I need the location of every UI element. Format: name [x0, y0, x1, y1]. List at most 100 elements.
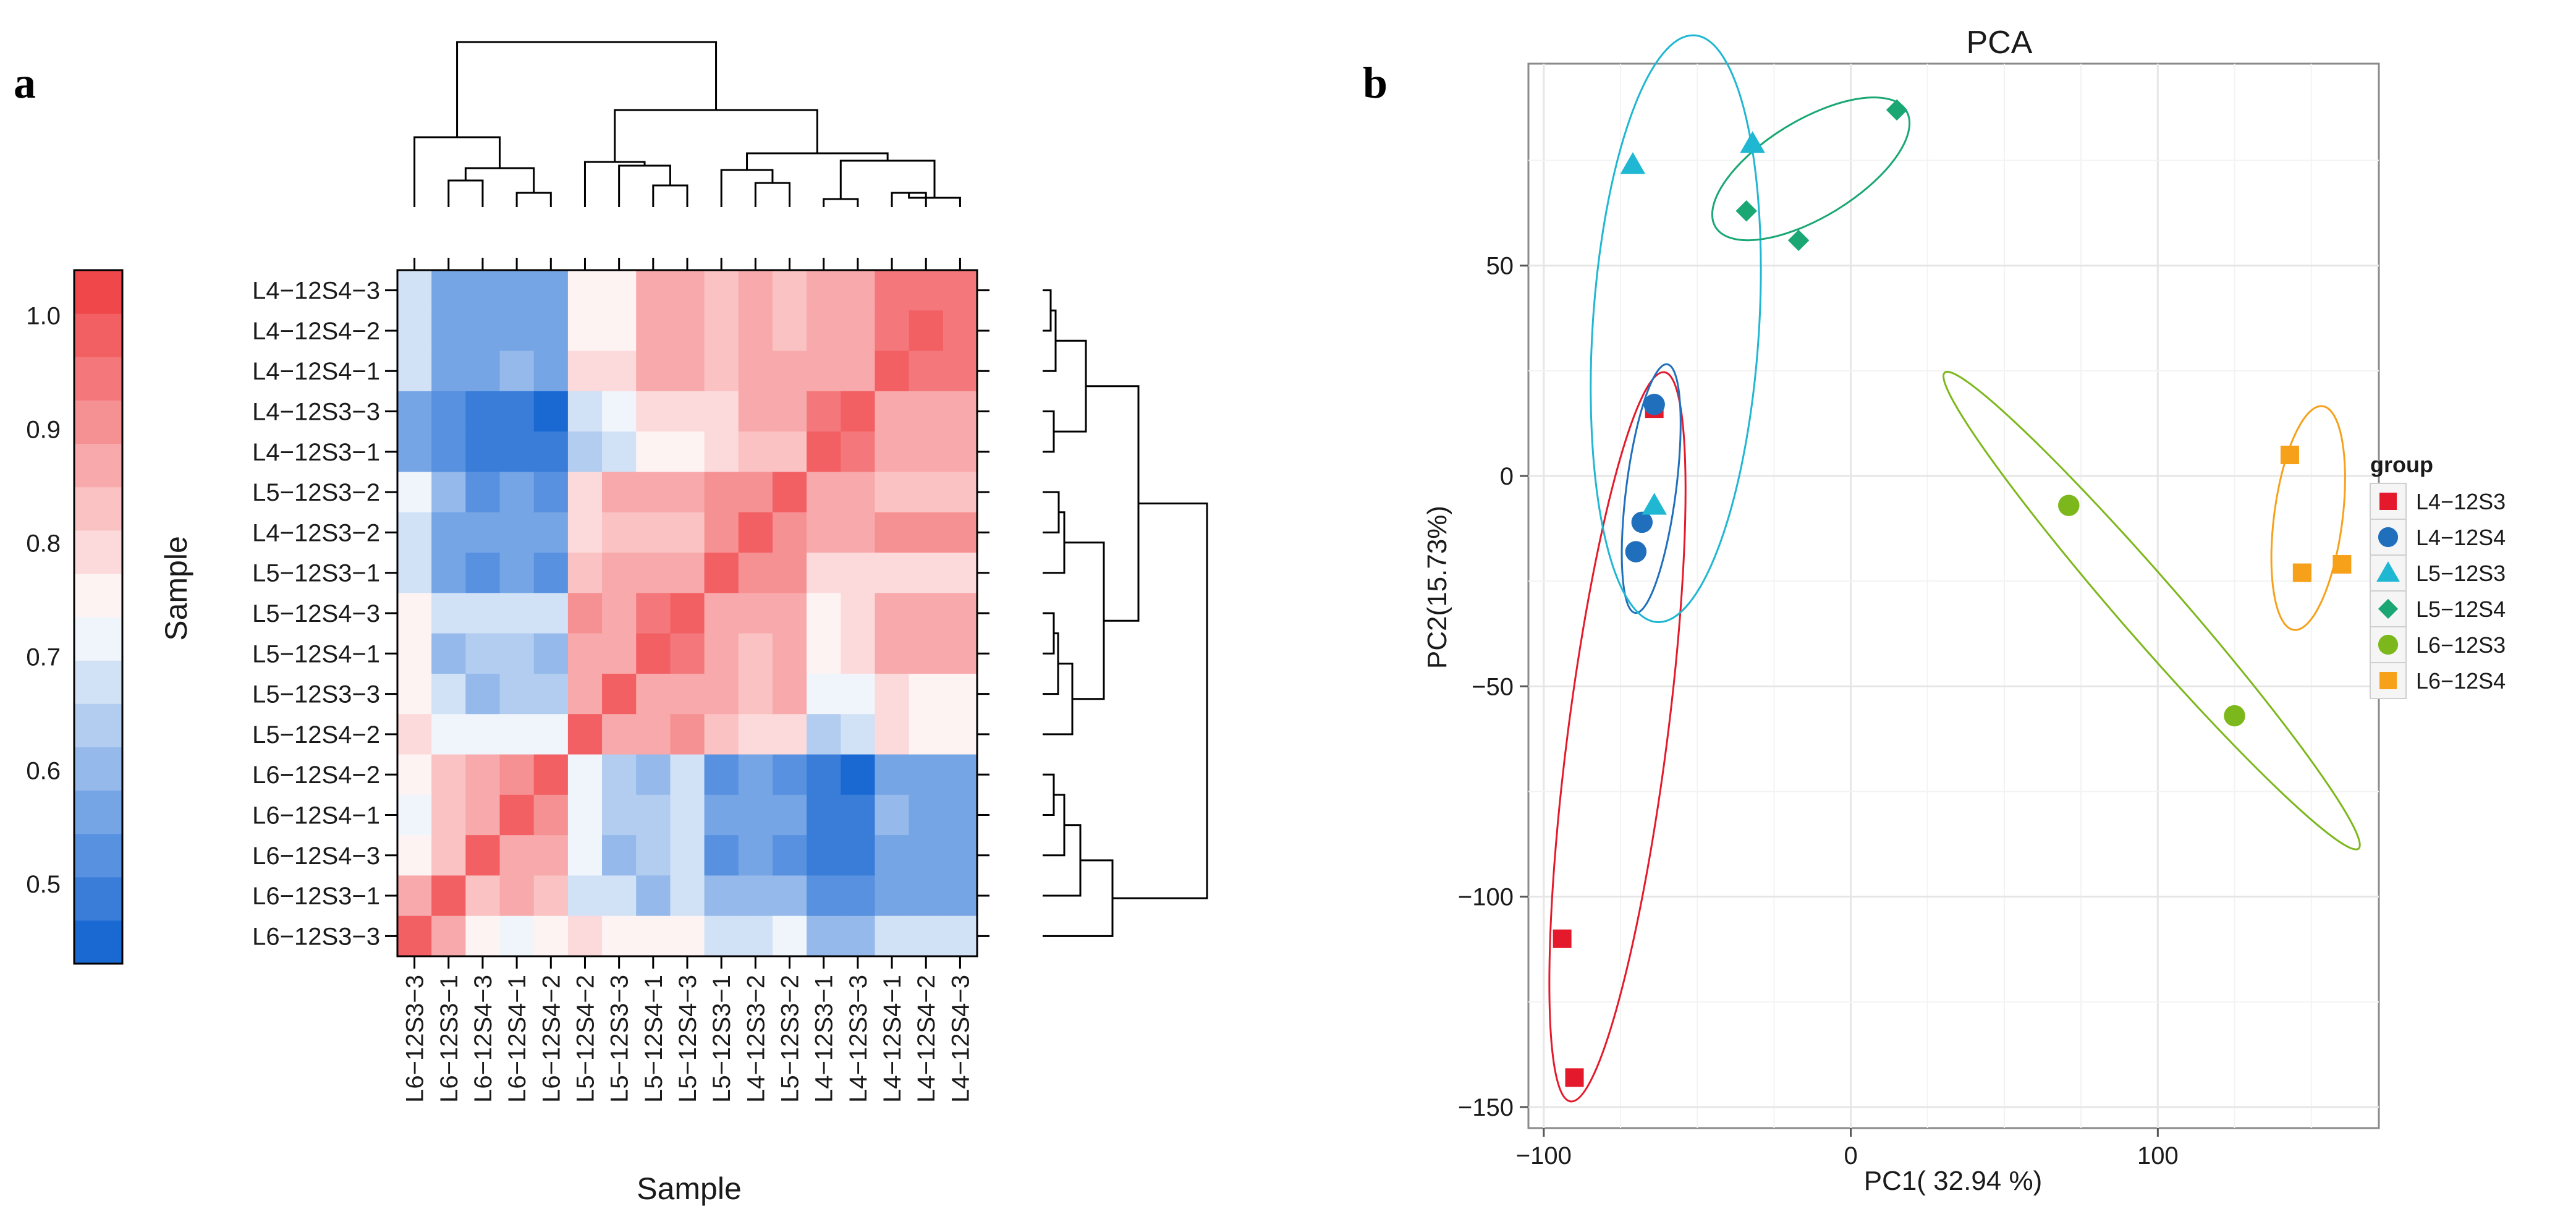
heatmap-cell: [704, 714, 739, 755]
row-dendrogram: [1043, 289, 1208, 937]
heatmap-cell: [807, 431, 841, 473]
heatmap-cell: [397, 794, 432, 836]
heatmap-cell: [567, 754, 603, 796]
heatmap-cell: [909, 512, 944, 553]
heatmap-cell: [875, 754, 910, 796]
heatmap-cell: [841, 673, 876, 715]
pca-x-tick-label: 100: [2137, 1142, 2179, 1169]
heatmap-cell: [909, 915, 944, 957]
heatmap-cell: [499, 553, 535, 593]
heatmap-cell: [397, 875, 432, 917]
heatmap-cell: [499, 431, 535, 473]
heatmap-cell: [909, 270, 944, 311]
heatmap-cell: [431, 633, 466, 674]
heatmap-cell: [875, 673, 910, 715]
heatmap-cell: [807, 875, 841, 917]
heatmap-cell: [567, 512, 603, 553]
colorbar-frame: [73, 269, 124, 965]
legend-marker: [2378, 527, 2399, 548]
dendrogram-link: [1043, 612, 1055, 655]
heatmap-cell: [499, 310, 535, 352]
heatmap-cell: [738, 915, 773, 957]
heatmap-cell: [533, 310, 569, 352]
heatmap-cell: [499, 512, 535, 553]
heatmap-cell: [909, 310, 944, 352]
heatmap-cell: [465, 673, 501, 715]
heatmap-cell: [465, 794, 501, 836]
heatmap-cell: [670, 431, 705, 473]
heatmap-cell: [943, 270, 978, 311]
heatmap-cell: [875, 431, 910, 473]
heatmap-cell: [943, 512, 978, 553]
colorbar: 1.0 0.9 0.8 0.7 0.6 0.5: [26, 269, 124, 965]
heatmap-cell: [875, 391, 910, 432]
legend-label: L5−12S4: [2416, 596, 2506, 622]
heatmap-cell: [636, 714, 671, 755]
heatmap-cell: [670, 754, 705, 796]
heatmap-cell: [772, 915, 807, 957]
heatmap-cell: [465, 431, 501, 473]
heatmap-cell: [704, 633, 739, 674]
heatmap-cell: [533, 835, 569, 877]
dendrogram-link: [1043, 410, 1055, 453]
panel-label-a: a: [14, 58, 36, 108]
dendrogram-link: [1054, 339, 1087, 433]
heatmap-cell: [636, 673, 671, 715]
heatmap-col-label: L6−12S4−2: [538, 975, 565, 1103]
pca-point: [1620, 152, 1646, 174]
legend-marker: [2379, 493, 2397, 510]
heatmap-cell: [704, 553, 739, 593]
heatmap-col-label: L5−12S3−3: [606, 975, 633, 1103]
heatmap-cell: [431, 875, 466, 917]
pca-ellipse: [1621, 363, 1682, 614]
heatmap-cell: [465, 835, 501, 877]
heatmap-cell: [397, 270, 432, 311]
heatmap-cell: [841, 915, 876, 957]
dendrogram-link: [447, 179, 484, 207]
heatmap-cell: [397, 512, 432, 553]
heatmap-cell: [670, 310, 705, 352]
heatmap-cell: [533, 633, 569, 674]
heatmap-cell: [567, 310, 603, 352]
heatmap-cell: [533, 350, 569, 392]
pca-point: [1553, 929, 1572, 948]
heatmap-x-axis-label: Sample: [637, 1171, 742, 1206]
heatmap-cell: [636, 310, 671, 352]
heatmap-cell: [465, 512, 501, 553]
heatmap-cell: [841, 835, 876, 877]
heatmap-cell: [397, 633, 432, 674]
pca-x-axis-label: PC1( 32.94 %): [1864, 1166, 2043, 1196]
colorbar-step: [74, 443, 122, 488]
heatmap-cell: [431, 512, 466, 553]
heatmap-cell: [670, 714, 705, 755]
heatmap-cell: [875, 310, 910, 352]
heatmap-row-label: L5−12S4−2: [252, 721, 380, 749]
heatmap-cell: [704, 472, 739, 513]
heatmap-cell: [807, 270, 841, 311]
heatmap-cell: [431, 794, 466, 836]
heatmap-cell: [875, 593, 910, 634]
heatmap-cell: [704, 350, 739, 392]
heatmap-cell: [602, 714, 637, 755]
colorbar-step: [74, 617, 122, 661]
pca-title: PCA: [1967, 25, 2033, 61]
heatmap-cell: [670, 391, 705, 432]
heatmap-cell: [533, 593, 569, 634]
heatmap-row-label: L6−12S4−3: [252, 843, 380, 870]
heatmap-cell: [533, 270, 569, 311]
heatmap-cell: [807, 754, 841, 796]
pca-x-tick-label: −100: [1516, 1142, 1572, 1169]
heatmap-cell: [943, 835, 978, 877]
heatmap-cell: [670, 794, 705, 836]
heatmap-cell: [499, 350, 535, 392]
heatmap-cell: [738, 794, 773, 836]
heatmap-cell: [772, 350, 807, 392]
heatmap-cell: [465, 472, 501, 513]
heatmap-cell: [533, 431, 569, 473]
heatmap-row-label: L5−12S3−1: [252, 560, 380, 587]
colorbar-step: [74, 747, 122, 791]
heatmap-cell: [772, 593, 807, 634]
heatmap-cell: [772, 835, 807, 877]
